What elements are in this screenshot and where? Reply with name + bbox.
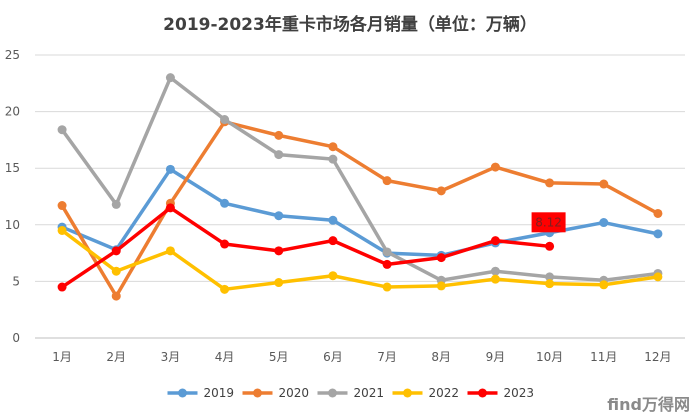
x-tick-label: 2月 xyxy=(106,350,126,364)
x-tick-label: 9月 xyxy=(486,350,506,364)
data-point xyxy=(599,280,609,290)
data-point xyxy=(545,272,555,282)
data-annotations: 8.12 xyxy=(531,212,566,233)
data-point xyxy=(653,229,663,239)
data-point xyxy=(165,164,175,174)
data-point xyxy=(274,130,284,140)
data-label: 8.12 xyxy=(535,215,562,229)
legend-item-2022: 2022 xyxy=(392,386,460,400)
data-point xyxy=(165,73,175,83)
data-point xyxy=(111,246,121,256)
data-point xyxy=(57,201,67,211)
legend-item-2021: 2021 xyxy=(317,386,385,400)
x-tick-label: 12月 xyxy=(644,350,671,364)
data-point xyxy=(490,274,500,284)
watermark-logo: find万得网 xyxy=(607,395,690,414)
legend-label: 2023 xyxy=(504,386,535,400)
data-point xyxy=(382,282,392,292)
data-label-box xyxy=(531,212,566,233)
data-point xyxy=(328,236,338,246)
data-point xyxy=(220,239,230,249)
y-axis-labels: 0 5 10 15 20 25 xyxy=(5,48,20,345)
x-tick-label: 10月 xyxy=(536,350,563,364)
x-tick-label: 6月 xyxy=(323,350,343,364)
data-point xyxy=(57,225,67,235)
series-2021 xyxy=(57,73,663,285)
x-tick-label: 11月 xyxy=(590,350,617,364)
series-2023 xyxy=(57,203,555,292)
chart-title: 2019-2023年重卡市场各月销量（单位：万辆） xyxy=(163,14,537,35)
legend-item-2019: 2019 xyxy=(167,386,235,400)
data-point xyxy=(436,281,446,291)
data-point xyxy=(436,186,446,196)
y-tick-label: 20 xyxy=(5,105,20,119)
data-point xyxy=(599,218,609,228)
data-point xyxy=(382,259,392,269)
data-point xyxy=(328,215,338,225)
y-tick-label: 25 xyxy=(5,48,20,62)
legend-label: 2021 xyxy=(354,386,385,400)
data-point xyxy=(490,266,500,276)
data-point xyxy=(220,198,230,208)
x-axis-labels: 1月 2月 3月 4月 5月 6月 7月 8月 9月 10月 11月 12月 xyxy=(52,350,671,364)
x-tick-label: 3月 xyxy=(161,350,181,364)
data-point xyxy=(490,236,500,246)
data-point xyxy=(599,179,609,189)
x-tick-label: 1月 xyxy=(52,350,72,364)
data-point xyxy=(165,246,175,256)
data-point xyxy=(274,150,284,160)
series-line xyxy=(60,206,552,289)
data-point xyxy=(57,125,67,135)
legend-item-2020: 2020 xyxy=(242,386,310,400)
data-point xyxy=(220,284,230,294)
series-line xyxy=(60,228,660,292)
legend-swatch-marker xyxy=(478,388,487,398)
data-point xyxy=(274,246,284,256)
y-tick-label: 0 xyxy=(12,331,20,345)
data-point xyxy=(382,176,392,186)
legend: 2019 2020 2021 2022 2023 xyxy=(167,386,535,400)
legend-label: 2019 xyxy=(204,386,235,400)
series-layer xyxy=(57,73,663,301)
data-point xyxy=(382,247,392,257)
data-point xyxy=(274,211,284,221)
legend-swatch-marker xyxy=(253,388,262,398)
data-point xyxy=(545,279,555,289)
data-point xyxy=(328,271,338,281)
legend-item-2023: 2023 xyxy=(467,386,535,400)
data-point xyxy=(490,162,500,172)
data-point xyxy=(653,208,663,218)
data-point xyxy=(545,241,555,251)
data-point xyxy=(165,203,175,213)
x-tick-label: 5月 xyxy=(269,350,289,364)
series-line xyxy=(60,120,660,298)
y-tick-label: 10 xyxy=(5,218,20,232)
data-point xyxy=(545,178,555,188)
data-point xyxy=(436,253,446,263)
y-tick-label: 5 xyxy=(12,274,20,288)
x-tick-label: 7月 xyxy=(377,350,397,364)
series-line xyxy=(60,75,660,283)
data-point xyxy=(111,291,121,301)
legend-label: 2020 xyxy=(279,386,310,400)
legend-swatch-marker xyxy=(178,388,187,398)
data-point xyxy=(328,154,338,164)
data-point xyxy=(274,278,284,288)
legend-swatch-marker xyxy=(403,388,412,398)
data-point xyxy=(328,142,338,152)
series-2019 xyxy=(57,164,663,260)
legend-label: 2022 xyxy=(429,386,460,400)
gridlines xyxy=(35,54,685,339)
data-point xyxy=(111,266,121,276)
series-2022 xyxy=(57,225,663,294)
x-tick-label: 8月 xyxy=(431,350,451,364)
data-point xyxy=(111,199,121,209)
data-point xyxy=(653,272,663,282)
x-tick-label: 4月 xyxy=(215,350,235,364)
data-point xyxy=(220,115,230,125)
legend-swatch-marker xyxy=(328,388,337,398)
y-tick-label: 15 xyxy=(5,161,20,175)
data-point xyxy=(57,282,67,292)
